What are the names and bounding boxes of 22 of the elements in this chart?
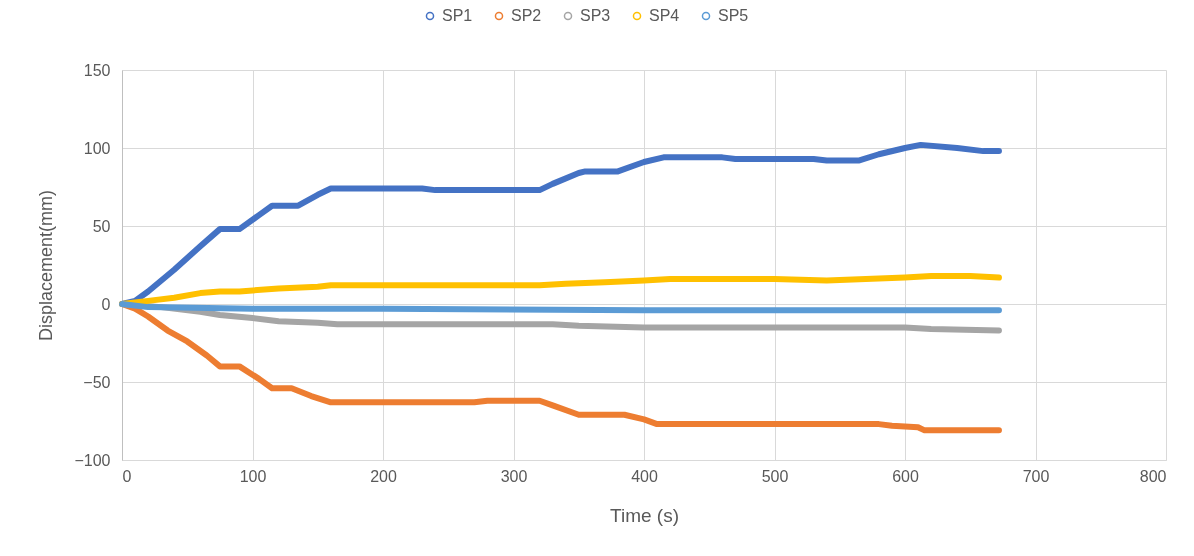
legend-label: SP3	[580, 7, 611, 24]
legend-label: SP1	[442, 7, 473, 24]
y-tick-label: 150	[83, 61, 111, 79]
x-tick-label: 800	[1139, 467, 1167, 485]
y-axis-title: Displacement(mm)	[36, 189, 57, 342]
x-tick-label: 600	[892, 467, 919, 485]
y-tick-label: −100	[74, 451, 111, 469]
x-tick-label: 500	[761, 467, 789, 485]
x-tick-label: 100	[239, 467, 267, 485]
x-tick-label: 400	[631, 467, 658, 485]
y-tick-label: 0	[101, 295, 111, 313]
x-axis-title: Time (s)	[610, 504, 679, 526]
y-tick-label: −50	[83, 373, 111, 391]
x-tick-label: 300	[500, 467, 528, 485]
y-tick-label: 50	[92, 217, 111, 235]
x-tick-label: 700	[1022, 467, 1050, 485]
legend-label: SP2	[511, 7, 542, 24]
y-tick-label: 100	[83, 139, 111, 157]
x-tick-label: 200	[370, 467, 397, 485]
x-tick-label: 0	[122, 467, 132, 485]
legend-label: SP4	[649, 7, 680, 24]
legend-label: SP5	[718, 7, 749, 24]
